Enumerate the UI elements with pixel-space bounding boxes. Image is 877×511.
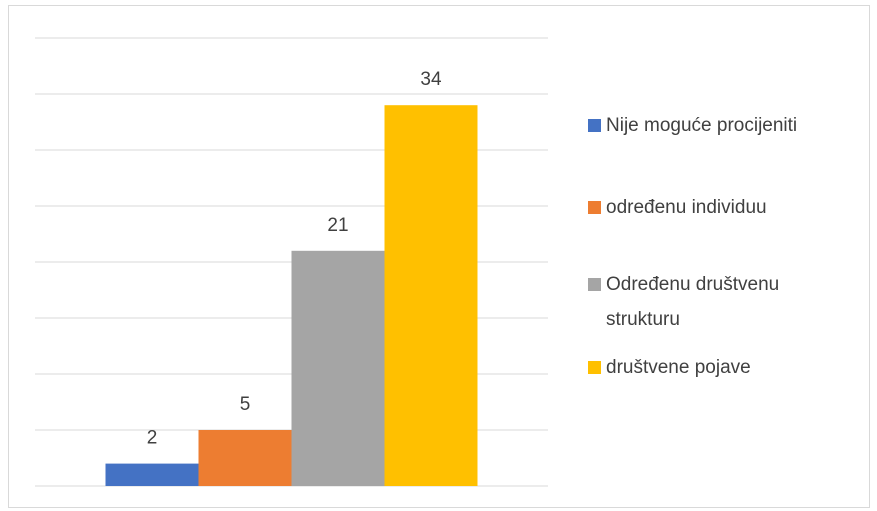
bar — [384, 105, 478, 486]
bar — [105, 463, 199, 486]
data-label: 34 — [420, 69, 442, 90]
legend-label: društvene pojave — [606, 357, 751, 378]
legend-swatch — [588, 201, 601, 214]
legend-item: Nije moguće procijeniti — [588, 108, 858, 143]
legend-item: Određenu društvenu strukturu — [588, 267, 858, 337]
legend-label: određenu individuu — [606, 197, 767, 218]
legend-swatch — [588, 278, 601, 291]
legend-swatch — [588, 119, 601, 132]
legend-label: Određenu društvenu strukturu — [606, 274, 780, 330]
legend-swatch — [588, 361, 601, 374]
data-label: 5 — [240, 394, 251, 415]
legend-label: Nije moguće procijeniti — [606, 115, 798, 136]
data-label: 2 — [147, 428, 158, 449]
legend-item: određenu individuu — [588, 190, 858, 225]
data-label: 21 — [327, 215, 348, 236]
bar — [198, 430, 292, 486]
bar — [291, 250, 385, 486]
legend-item: društvene pojave — [588, 350, 858, 385]
